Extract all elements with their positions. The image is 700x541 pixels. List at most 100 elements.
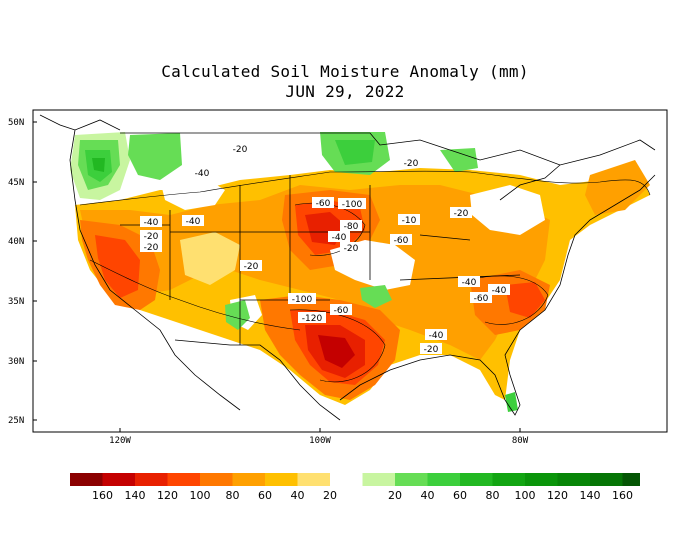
- map-date: JUN 29, 2022: [285, 82, 405, 101]
- contour-label: -60: [470, 292, 492, 304]
- legend-label: 40: [291, 489, 305, 502]
- svg-text:-40: -40: [492, 286, 507, 296]
- legend-swatch: [622, 473, 640, 486]
- legend-label: 120: [157, 489, 178, 502]
- wet-oklahoma-40: [360, 285, 392, 308]
- legend-swatch: [525, 473, 558, 486]
- legend-labels: 160 140 120 100 80 60 40 20 20 40 60 80 100 120 140 160: [92, 489, 633, 502]
- legend-label: 60: [258, 489, 272, 502]
- contour-label: -20: [229, 143, 251, 155]
- legend-swatch: [362, 473, 395, 486]
- contour-label: -20: [450, 207, 472, 219]
- legend-swatch: [492, 473, 525, 486]
- contour-label: -20: [400, 157, 422, 169]
- contour-label: -120: [298, 312, 326, 324]
- wet-florida-60: [505, 392, 518, 412]
- longitude-axis: 120W 100W 80W: [109, 428, 529, 446]
- dry-texas-140: [318, 335, 355, 368]
- contour-label: -60: [312, 197, 334, 209]
- wet-montana-40: [128, 133, 182, 180]
- legend-label: 100: [190, 489, 211, 502]
- dry-california-100: [95, 235, 140, 298]
- svg-text:-20: -20: [424, 345, 439, 355]
- contour-label: -100: [288, 293, 316, 305]
- svg-text:-60: -60: [474, 294, 489, 304]
- svg-text:-20: -20: [244, 262, 259, 272]
- legend-swatch: [330, 473, 363, 486]
- wet-michigan-40: [440, 148, 478, 172]
- lon-label-100w: 100W: [309, 436, 331, 446]
- dry-southeast-100: [505, 282, 545, 318]
- legend-swatch: [460, 473, 493, 486]
- legend-swatch: [135, 473, 168, 486]
- color-legend: 160 140 120 100 80 60 40 20 20 40 60 80 100 120 140 160: [70, 473, 640, 502]
- soil-moisture-map: -20 -40 -40 -20 -20 -40 -20 -60 -100 -80…: [8, 109, 668, 446]
- contour-label: -20: [140, 241, 162, 253]
- legend-label: 60: [453, 489, 467, 502]
- legend-swatch: [395, 473, 428, 486]
- legend-swatch: [70, 473, 103, 486]
- contour-label: -40: [182, 215, 204, 227]
- legend-label: 160: [612, 489, 633, 502]
- legend-label: 80: [226, 489, 240, 502]
- legend-label: 160: [92, 489, 113, 502]
- svg-text:-20: -20: [144, 243, 159, 253]
- great-lakes: [499, 164, 561, 201]
- wet-arizona-40: [225, 300, 250, 330]
- lat-label-30n: 30N: [8, 357, 24, 367]
- wet-dakota-60: [335, 140, 375, 165]
- contour-label: -20: [140, 230, 162, 242]
- lat-label-50n: 50N: [8, 118, 24, 128]
- lat-label-40n: 40N: [8, 237, 24, 247]
- legend-label: 20: [388, 489, 402, 502]
- contour-label: -100: [338, 198, 366, 210]
- svg-text:-60: -60: [394, 236, 409, 246]
- contour-label: -40: [328, 231, 350, 243]
- legend-swatch: [557, 473, 590, 486]
- contour-label: -40: [458, 276, 480, 288]
- contour-label: -40: [425, 329, 447, 341]
- contour-label: -20: [340, 242, 362, 254]
- contour-value-labels: -20 -40 -40 -20 -20 -40 -20 -60 -100 -80…: [140, 143, 510, 355]
- legend-swatch: [167, 473, 200, 486]
- legend-swatch: [232, 473, 265, 486]
- contour-label: -60: [390, 234, 412, 246]
- svg-text:-80: -80: [344, 222, 359, 232]
- contour-label: -10: [398, 214, 420, 226]
- legend-label: 80: [486, 489, 500, 502]
- wet-anomaly-fields: [70, 132, 518, 412]
- svg-text:-40: -40: [429, 331, 444, 341]
- contour-lines: [79, 170, 651, 383]
- contour-label: -20: [240, 260, 262, 272]
- contour-label: -40: [140, 216, 162, 228]
- legend-label: 140: [580, 489, 601, 502]
- contour-label: -20: [420, 343, 442, 355]
- contour-label: -60: [330, 304, 352, 316]
- map-title: Calculated Soil Moisture Anomaly (mm): [161, 62, 529, 81]
- lat-label-25n: 25N: [8, 416, 24, 426]
- lat-label-45n: 45N: [8, 178, 24, 188]
- svg-text:-20: -20: [233, 145, 248, 155]
- contour-label: -40: [488, 284, 510, 296]
- pacific-coastline: [69, 129, 241, 411]
- bc-coastline: [39, 114, 121, 131]
- svg-text:-20: -20: [404, 159, 419, 169]
- svg-text:-40: -40: [186, 217, 201, 227]
- svg-text:-40: -40: [332, 233, 347, 243]
- svg-text:-100: -100: [342, 200, 363, 210]
- legend-color-boxes: [70, 473, 640, 486]
- svg-text:-60: -60: [334, 306, 349, 316]
- legend-swatch: [200, 473, 233, 486]
- legend-label: 140: [125, 489, 146, 502]
- mexico-border: [174, 339, 341, 421]
- legend-swatch: [297, 473, 330, 486]
- near-normal-20a: [180, 232, 240, 285]
- svg-text:-40: -40: [195, 169, 210, 179]
- svg-text:-40: -40: [462, 278, 477, 288]
- svg-text:-20: -20: [144, 232, 159, 242]
- svg-text:-120: -120: [302, 314, 323, 324]
- svg-text:-60: -60: [316, 199, 331, 209]
- legend-label: 20: [323, 489, 337, 502]
- contour-label: -40: [191, 167, 213, 179]
- legend-swatch: [265, 473, 298, 486]
